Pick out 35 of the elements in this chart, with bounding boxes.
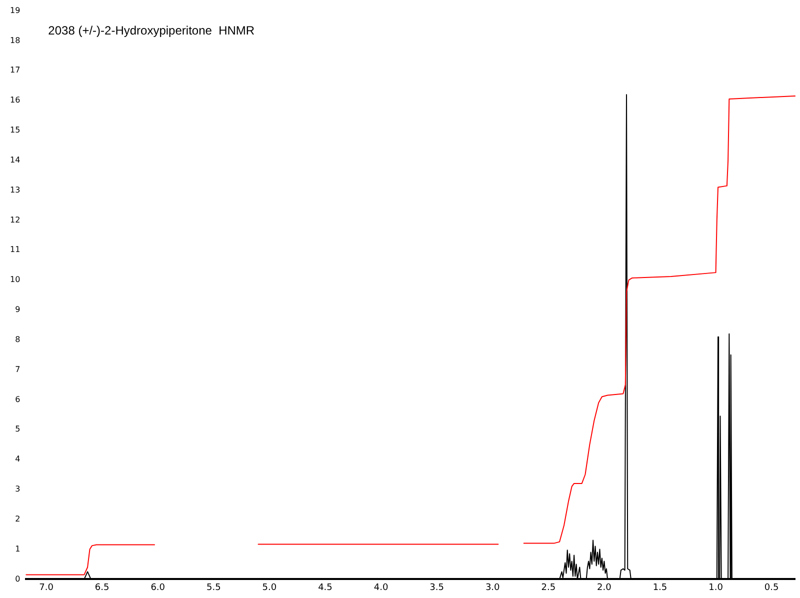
x-tick-label: 4.5 — [318, 582, 332, 593]
y-tick-label: 11 — [10, 245, 20, 254]
y-tick-label: 19 — [10, 6, 20, 15]
x-tick-label: 3.0 — [485, 582, 500, 593]
x-tick-label: 4.0 — [374, 582, 388, 593]
x-tick-label: 5.5 — [206, 582, 221, 593]
x-tick-label: 1.0 — [708, 582, 724, 593]
y-tick-label: 13 — [10, 185, 20, 194]
y-tick-label: 2 — [15, 514, 20, 524]
y-tick-label: 5 — [15, 424, 20, 434]
y-tick-label: 18 — [10, 36, 20, 45]
x-tick-label: 2.0 — [597, 582, 612, 593]
x-tick-label: 0.5 — [764, 582, 779, 593]
y-tick-label: 0 — [15, 574, 20, 584]
y-tick-label: 16 — [10, 96, 20, 105]
x-tick-label: 5.0 — [262, 582, 277, 593]
y-tick-label: 1 — [15, 544, 20, 554]
x-tick-label: 6.5 — [94, 582, 110, 593]
x-tick-label: 1.5 — [652, 582, 668, 593]
x-tick-label: 6.0 — [150, 582, 166, 593]
y-tick-label: 9 — [15, 305, 20, 314]
y-tick-label: 10 — [10, 275, 20, 284]
y-tick-label: 6 — [15, 394, 20, 404]
text: 2038 (+/-)-2-Hydroxypiperitone HNMR — [48, 23, 255, 38]
x-tick-label: 3.5 — [430, 582, 444, 593]
y-tick-label: 12 — [10, 215, 20, 224]
y-tick-label: 15 — [10, 126, 20, 135]
y-tick-label: 3 — [15, 484, 20, 494]
y-tick-label: 17 — [10, 66, 20, 75]
y-tick-label: 8 — [15, 334, 20, 344]
y-tick-label: 7 — [15, 364, 20, 374]
x-tick-label: 7.0 — [39, 582, 54, 593]
y-tick-label: 14 — [10, 155, 20, 164]
y-tick-label: 4 — [15, 454, 20, 464]
x-tick-label: 2.5 — [541, 582, 556, 593]
